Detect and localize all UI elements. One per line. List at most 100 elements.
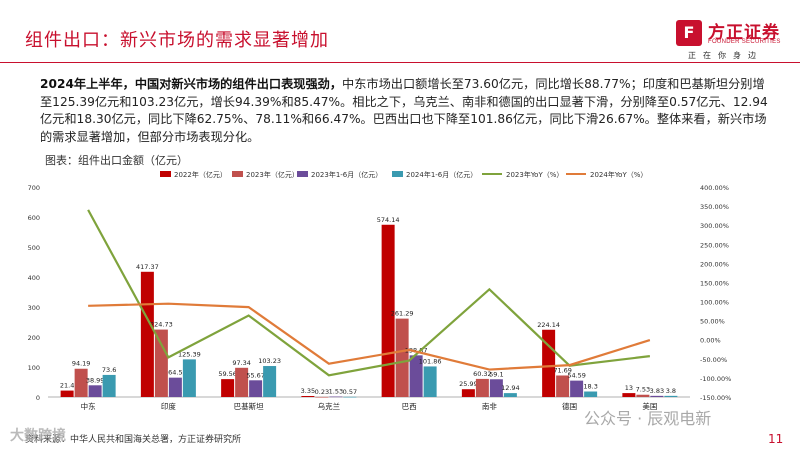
bar-0-1 [140, 271, 154, 397]
bar-value-label: 97.34 [232, 359, 251, 367]
y-right-tick-label: -50.00% [700, 356, 727, 364]
bar-value-label: 138.87 [405, 346, 428, 354]
bar-3-5 [503, 393, 517, 397]
y-right-tick-label: 350.00% [700, 203, 729, 211]
y-left-tick-label: 500 [28, 244, 40, 252]
bar-1-0 [74, 368, 88, 397]
bar-3-2 [263, 366, 277, 397]
bar-value-label: 73.6 [102, 366, 116, 374]
bar-value-label: 60.32 [473, 370, 492, 378]
yoy-line-1 [88, 302, 651, 371]
bar-value-label: 71.69 [553, 366, 572, 374]
bar-value-label: 7.53 [636, 386, 650, 394]
y-left-tick-label: 700 [28, 184, 40, 192]
y-right-tick-label: 150.00% [700, 279, 729, 287]
y-left-tick-label: 300 [28, 304, 40, 312]
bar-3-1 [182, 359, 196, 397]
summary-lead: 2024年上半年，中国对新兴市场的组件出口表现强劲， [40, 77, 343, 91]
bar-2-3 [329, 396, 343, 398]
y-left-tick-label: 0 [36, 394, 40, 402]
yoy-line-0 [87, 209, 651, 377]
legend-label: 2023年（亿元） [246, 170, 299, 179]
bar-value-label: 224.73 [150, 321, 173, 329]
bar-1-3 [315, 396, 329, 398]
summary-paragraph: 2024年上半年，中国对新兴市场的组件出口表现强劲，中东市场出口额增长至73.6… [40, 76, 770, 146]
watermark-left: 大数跨境 [10, 428, 66, 444]
bar-3-6 [584, 391, 598, 397]
bar-value-label: 12.94 [501, 384, 520, 392]
x-tick-label: 德国 [562, 401, 577, 411]
bar-1-1 [154, 329, 168, 397]
bar-value-label: 54.59 [567, 372, 586, 380]
bar-value-label: 59.56 [218, 370, 237, 378]
bar-value-label: 224.14 [537, 321, 560, 329]
y-right-tick-label: 0.00% [700, 337, 721, 345]
bar-0-0 [60, 390, 74, 397]
y-left-tick-label: 400 [28, 274, 40, 282]
y-right-tick-label: 100.00% [700, 299, 729, 307]
y-left-tick-label: 100 [28, 364, 40, 372]
bar-value-label: 101.86 [419, 357, 442, 365]
bar-value-label: 103.23 [258, 357, 281, 365]
bar-value-label: 125.39 [178, 350, 201, 358]
legend-swatch [297, 171, 308, 177]
legend-label: 2024年1-6月（亿元） [406, 170, 477, 179]
bar-2-4 [409, 355, 423, 397]
bar-value-label: 0.57 [343, 388, 357, 396]
bar-value-label: 94.19 [72, 360, 91, 368]
bar-0-5 [461, 389, 475, 397]
bar-value-label: 1.53 [329, 388, 343, 396]
bar-0-6 [542, 329, 556, 397]
bar-value-label: 21.4 [60, 382, 74, 390]
legend-label: 2022年（亿元） [174, 170, 227, 179]
bar-value-label: 64.5 [168, 369, 182, 377]
bar-value-label: 0.23 [315, 388, 329, 396]
bar-2-1 [168, 377, 182, 397]
x-tick-label: 南非 [482, 401, 497, 411]
y-right-tick-label: 200.00% [700, 260, 729, 268]
bar-value-label: 38.99 [86, 376, 105, 384]
footer-bar [0, 427, 800, 450]
legend-swatch [392, 171, 403, 177]
bar-value-label: 18.3 [583, 383, 597, 391]
legend-swatch [160, 171, 171, 177]
export-chart: 2022年（亿元） 2023年（亿元） 2023年1-6月（亿元） 2024年1-6月… [28, 170, 732, 411]
x-tick-label: 巴基斯坦 [234, 401, 264, 411]
bar-value-label: 574.14 [377, 216, 400, 224]
bar-value-label: 3.8 [666, 387, 676, 395]
x-tick-label: 印度 [161, 401, 176, 411]
bar-0-2 [221, 379, 235, 397]
bar-3-0 [102, 374, 116, 397]
bar-3-7 [664, 395, 678, 397]
source-note: 资料来源：中华人民共和国海关总署，方正证券研究所 [25, 435, 242, 445]
bar-value-label: 3.35 [301, 387, 315, 395]
legend-label: 2023年1-6月（亿元） [311, 170, 382, 179]
x-tick-label: 巴西 [402, 402, 417, 411]
logo-text-cn: 方正证券 [708, 23, 780, 42]
page-title: 组件出口：新兴市场的需求显著增加 [25, 30, 329, 51]
y-right-tick-label: -150.00% [700, 394, 731, 402]
header-divider [0, 62, 800, 63]
bar-1-4 [395, 318, 409, 397]
logo-mark-icon: F [676, 20, 702, 46]
logo-text-en: FOUNDER SECURITIES [708, 39, 781, 45]
y-right-tick-label: -100.00% [700, 375, 731, 383]
y-right-tick-label: 400.00% [700, 184, 729, 192]
bar-value-label: 261.29 [391, 310, 414, 318]
legend-label: 2024年YoY（%） [590, 170, 647, 179]
bar-value-label: 13 [625, 384, 633, 392]
y-left-tick-label: 200 [28, 334, 40, 342]
page-number: 11 [768, 432, 784, 446]
bar-1-6 [556, 375, 570, 397]
x-tick-label: 乌克兰 [318, 401, 341, 411]
bar-1-5 [475, 378, 489, 397]
bar-2-5 [489, 379, 503, 397]
bar-value-label: 55.67 [246, 371, 265, 379]
y-right-tick-label: 300.00% [700, 222, 729, 230]
y-left-tick-label: 600 [28, 214, 40, 222]
x-tick-label: 中东 [81, 401, 96, 411]
x-tick-label: 美国 [642, 401, 657, 411]
bar-value-label: 59.1 [489, 370, 503, 378]
bar-1-2 [235, 367, 249, 397]
brand-tagline: 正在你身边 [688, 51, 763, 60]
